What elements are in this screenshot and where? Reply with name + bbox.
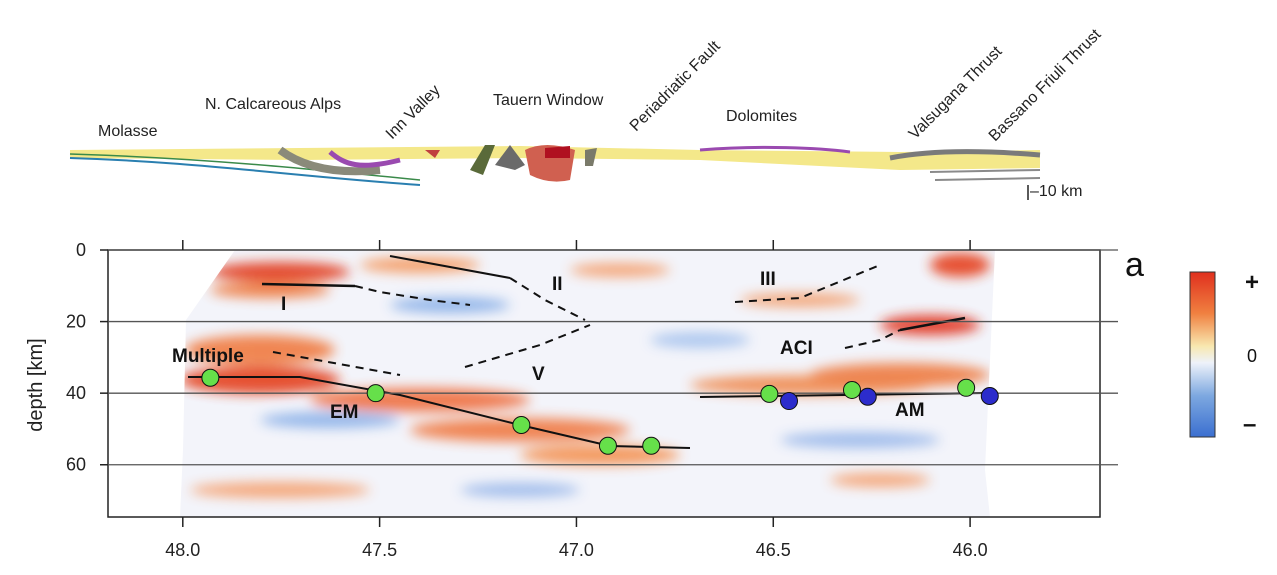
x-tick-label: 46.5 [756,540,791,560]
point [780,392,799,411]
xs-label: Inn Valley [383,82,444,143]
xs-label: Tauern Window [493,92,604,109]
colorbar-label: – [1243,411,1256,438]
scale-label: –10 km [1030,183,1082,200]
colorbar-label: 0 [1247,346,1257,366]
annotation: V [532,364,545,385]
xs-label: Bassano Friuli Thrust [986,26,1105,145]
plot: 0 20 40 60 48.0 47.5 47.0 46.5 46.0 [66,240,1118,560]
y-tick-label: 20 [66,312,86,332]
point [843,380,861,399]
y-axis-title: depth [km] [25,338,47,431]
seismic-image [180,250,995,517]
point [858,387,877,406]
colorbar [1189,271,1216,438]
point [512,416,531,435]
point [957,378,976,397]
xs-label: Molasse [98,123,158,140]
x-tick-label: 47.5 [362,540,397,560]
annotation: ACI [780,338,813,359]
y-tick-label: 40 [66,383,86,403]
y-tick-label: 0 [76,240,86,260]
colorbar-label: + [1245,269,1259,296]
x-tick-label: 48.0 [165,540,200,560]
point [980,387,999,406]
annotation: Multiple [172,346,244,367]
annotation: EM [330,402,359,423]
annotation: III [760,269,776,290]
panel-label: a [1125,246,1144,284]
x-tick-label: 47.0 [559,540,594,560]
xs-label: N. Calcareous Alps [205,96,341,113]
annotation: AM [895,400,925,421]
point [760,384,779,403]
x-tick-label: 46.0 [953,540,988,560]
point [598,436,617,455]
annotation: I [281,294,286,315]
xs-label: Dolomites [726,108,797,125]
point [642,436,661,455]
annotation: II [552,274,563,295]
xs-label: Periadriatic Fault [627,38,724,135]
y-tick-label: 60 [66,455,86,475]
cross-section [69,145,1041,200]
point [366,384,385,403]
point [201,368,220,387]
